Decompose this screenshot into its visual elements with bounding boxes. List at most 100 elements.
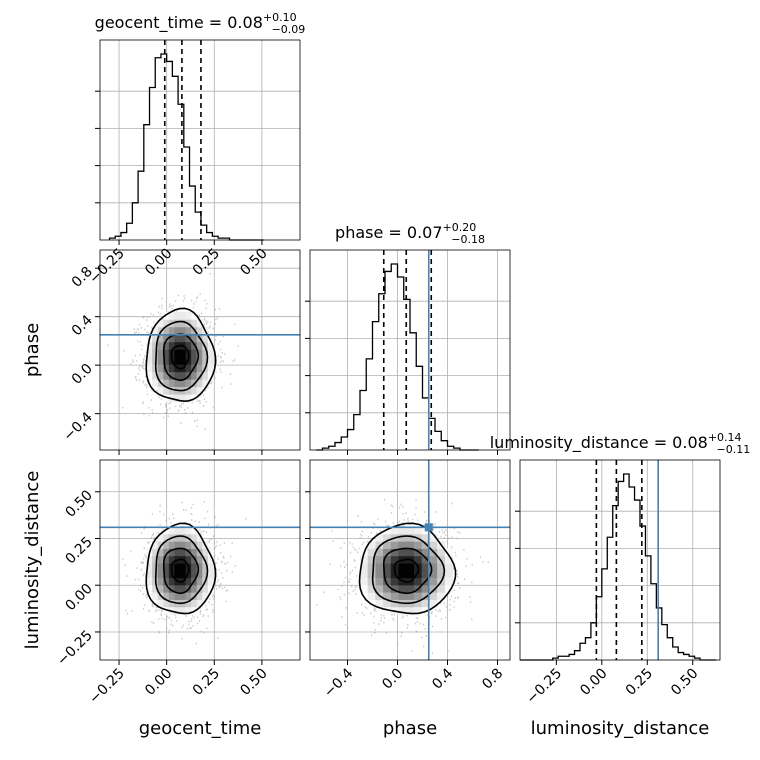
2d-phase-luminosity_distance-cell [359,555,369,564]
2d-phase-luminosity_distance-xtick-label-1: 0.0 [379,666,406,693]
2d-geocent_time-luminosity_distance-cell [152,562,159,571]
2d-phase-luminosity_distance-cell [437,562,446,571]
2d-geocent_time-phase-cell [191,386,198,395]
2d-geocent_time-luminosity_distance-cell [207,555,214,564]
2d-geocent_time-luminosity_distance-cell [202,548,209,557]
2d-geocent_time-luminosity_distance-ytick-label-2: 0.25 [62,534,95,567]
2d-geocent_time-phase-cell [157,319,164,328]
2d-phase-luminosity_distance-cell [429,562,438,571]
2d-geocent_time-phase-cell [163,371,170,380]
2d-geocent_time-phase-cell [202,349,209,358]
2d-geocent_time-luminosity_distance-cell [191,562,198,571]
2d-phase-luminosity_distance-cell [421,562,430,571]
2d-geocent_time-phase-cell [168,364,175,373]
2d-geocent_time-luminosity_distance-cell [180,548,187,557]
2d-geocent_time-luminosity_distance-cell [180,526,187,535]
2d-geocent_time-phase-ytick-label-1: 0.0 [69,361,96,388]
2d-geocent_time-phase-cell [152,349,159,358]
2d-phase-luminosity_distance-cell [383,570,392,579]
2d-geocent_time-phase-cell [163,356,170,365]
2d-phase-luminosity_distance-cell [406,562,415,571]
2d-phase-luminosity_distance-cell [406,541,415,549]
2d-geocent_time-luminosity_distance-cell [174,606,181,615]
2d-geocent_time-phase-cell [174,371,181,380]
2d-geocent_time-phase-cell [196,371,203,380]
2d-phase-luminosity_distance-cell [367,577,376,586]
2d-phase-luminosity_distance-cell [413,555,423,564]
2d-geocent_time-luminosity_distance-cell [191,584,198,593]
2d-geocent_time-luminosity_distance-cell [157,555,164,564]
2d-geocent_time-luminosity_distance-cell [163,526,170,535]
2d-geocent_time-phase-cell [180,334,187,343]
2d-geocent_time-luminosity_distance-cell [157,599,164,608]
2d-phase-luminosity_distance-cell [429,533,438,542]
hist-luminosity_distance-xtick-label-1: 0.00 [577,666,610,699]
2d-geocent_time-phase-contour-1 [162,333,200,382]
2d-geocent_time-luminosity_distance-cell [174,548,181,557]
2d-geocent_time-luminosity_distance-cell [191,548,198,557]
2d-geocent_time-phase-cell [191,356,198,365]
hist-luminosity_distance-xtick-label-3: 0.50 [668,666,701,699]
2d-geocent_time-luminosity_distance-cell [152,555,159,564]
2d-geocent_time-luminosity_distance-cell [185,606,192,615]
2d-phase-luminosity_distance-xtick-label-2: 0.4 [429,665,456,692]
2d-geocent_time-phase-frame [99,249,301,451]
2d-geocent_time-luminosity_distance-cell [191,599,198,608]
2d-geocent_time-phase-cell [174,319,181,328]
2d-geocent_time-luminosity_distance-cell [163,577,170,586]
2d-geocent_time-luminosity_distance-cell [196,584,203,593]
2d-phase-luminosity_distance-cell [383,562,392,571]
hist-phase-bg [310,250,510,450]
2d-phase-luminosity_distance-cell [437,555,446,564]
2d-geocent_time-luminosity_distance-cell [168,599,175,608]
2d-geocent_time-luminosity_distance-xtick-label-3: 0.50 [237,666,270,699]
2d-phase-luminosity_distance-cell [390,541,400,549]
2d-geocent_time-luminosity_distance-cell [168,555,175,564]
2d-geocent_time-luminosity_distance-cell [163,570,170,579]
2d-phase-luminosity_distance-cell [437,584,446,593]
2d-phase-luminosity_distance-cell [398,606,407,615]
2d-geocent_time-phase-cell [168,341,175,350]
2d-geocent_time-luminosity_distance-cell [163,555,170,564]
2d-geocent_time-phase-cell [163,319,170,328]
2d-geocent_time-phase-cell [180,349,187,358]
2d-geocent_time-luminosity_distance-cell [163,584,170,593]
2d-geocent_time-luminosity_distance-contour-2 [154,535,209,605]
2d-geocent_time-phase-cell [180,326,187,335]
2d-phase-luminosity_distance-cell [421,599,430,608]
2d-geocent_time-luminosity_distance-cell [146,562,153,571]
2d-geocent_time-phase-cell [157,364,164,373]
2d-geocent_time-luminosity_distance-cell [196,533,203,542]
2d-geocent_time-phase-cell [196,356,203,365]
2d-phase-luminosity_distance-cell [375,577,384,586]
2d-geocent_time-phase-cell [180,356,187,365]
2d-geocent_time-luminosity_distance-cell [157,570,164,579]
2d-phase-luminosity_distance-cell [383,548,392,557]
2d-geocent_time-luminosity_distance-cell [163,541,170,549]
2d-phase-luminosity_distance-cell [367,570,376,579]
2d-geocent_time-phase-cell [185,326,192,335]
2d-phase-luminosity_distance-cell [421,592,430,600]
2d-geocent_time-luminosity_distance-ytick-label-3: 0.50 [62,487,95,520]
2d-phase-luminosity_distance-cell [429,592,438,600]
2d-geocent_time-phase-ytick-label-2: 0.4 [69,312,96,339]
2d-geocent_time-luminosity_distance-cell [163,533,170,542]
2d-geocent_time-luminosity_distance-cell [152,548,159,557]
hist-luminosity_distance-steps [520,473,717,661]
2d-geocent_time-phase-cell [174,379,181,388]
2d-geocent_time-phase-cell [185,356,192,365]
2d-geocent_time-luminosity_distance-cell [174,541,181,549]
2d-phase-luminosity_distance-cell [406,570,415,579]
2d-geocent_time-phase-cell [207,356,214,365]
2d-geocent_time-phase-cell [163,334,170,343]
2d-geocent_time-luminosity_distance-cell [152,584,159,593]
2d-geocent_time-luminosity_distance-cell [168,592,175,600]
2d-geocent_time-phase-cell [174,326,181,335]
2d-geocent_time-phase-cell [196,341,203,350]
2d-phase-luminosity_distance-cell [413,526,423,535]
2d-geocent_time-phase-cell [168,326,175,335]
2d-geocent_time-phase-ytick-label-0: −0.4 [60,409,95,444]
hist-geocent_time-frame [99,39,301,241]
2d-geocent_time-phase-cell [168,334,175,343]
